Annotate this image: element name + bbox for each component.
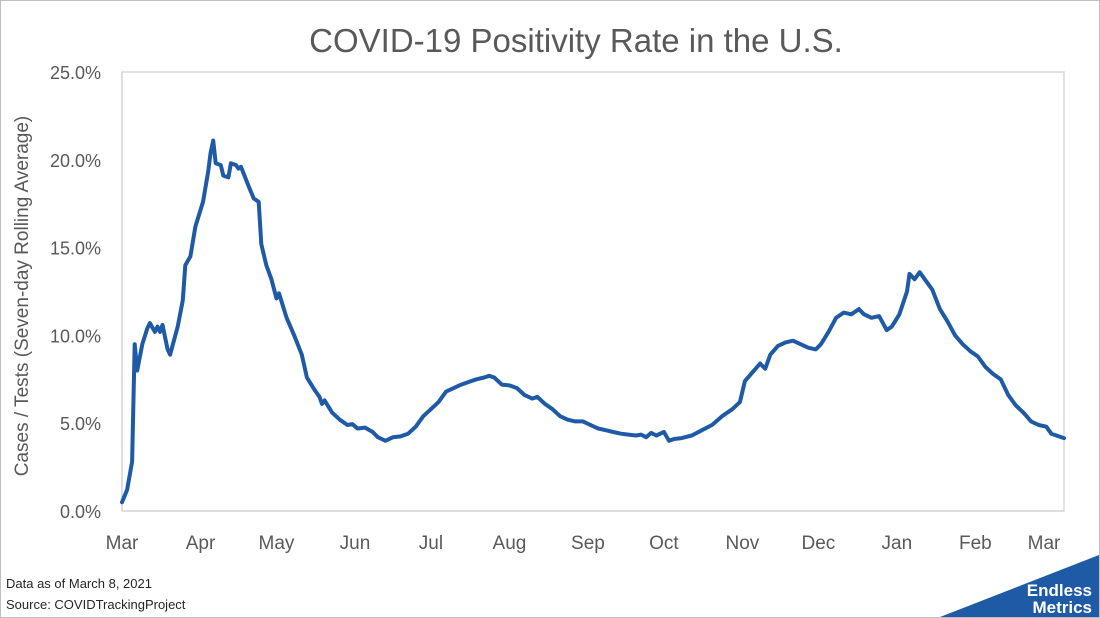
y-tick-label: 5.0%	[60, 414, 101, 434]
x-tick-label: Feb	[959, 533, 992, 554]
brand-line-1: Endless	[1026, 581, 1092, 600]
x-tick-label: Dec	[801, 533, 835, 554]
x-tick-label: Mar	[106, 533, 139, 554]
brand-logo: Endless Metrics	[1027, 582, 1092, 616]
x-tick-label: Nov	[726, 533, 760, 554]
x-tick-label: Aug	[493, 533, 527, 554]
series-line	[120, 138, 1066, 505]
plot-area-border	[121, 71, 1065, 512]
y-tick-label: 25.0%	[50, 63, 101, 83]
data-date-note: Data as of March 8, 2021	[6, 576, 152, 591]
y-tick-label: 0.0%	[60, 502, 101, 522]
x-tick-label: Jan	[882, 533, 913, 554]
axes	[121, 71, 1065, 512]
y-tick-label: 15.0%	[50, 239, 101, 259]
x-tick-label: Sep	[571, 533, 605, 554]
x-tick-label: Jun	[340, 533, 371, 554]
brand-banner	[940, 555, 1099, 617]
y-tick-labels: 0.0% 5.0% 10.0% 15.0% 20.0% 25.0%	[50, 63, 101, 522]
x-tick-label: Oct	[649, 533, 679, 554]
series-group	[120, 138, 1066, 505]
x-tick-label: Apr	[186, 533, 216, 554]
chart-title: COVID-19 Positivity Rate in the U.S.	[309, 22, 843, 59]
y-tick-label: 10.0%	[50, 326, 101, 346]
brand-line-2: Metrics	[1032, 598, 1092, 617]
x-tick-label: Jul	[419, 533, 443, 554]
y-tick-label: 20.0%	[50, 151, 101, 171]
x-tick-label: May	[259, 533, 295, 554]
y-axis-label: Cases / Tests (Seven-day Rolling Average…	[12, 116, 33, 476]
source-note: Source: COVIDTrackingProject	[6, 597, 186, 612]
x-tick-labels: Mar Apr May Jun Jul Aug Sep Oct Nov Dec Jan Feb Mar	[106, 533, 1061, 554]
x-tick-label: Mar	[1028, 533, 1061, 554]
